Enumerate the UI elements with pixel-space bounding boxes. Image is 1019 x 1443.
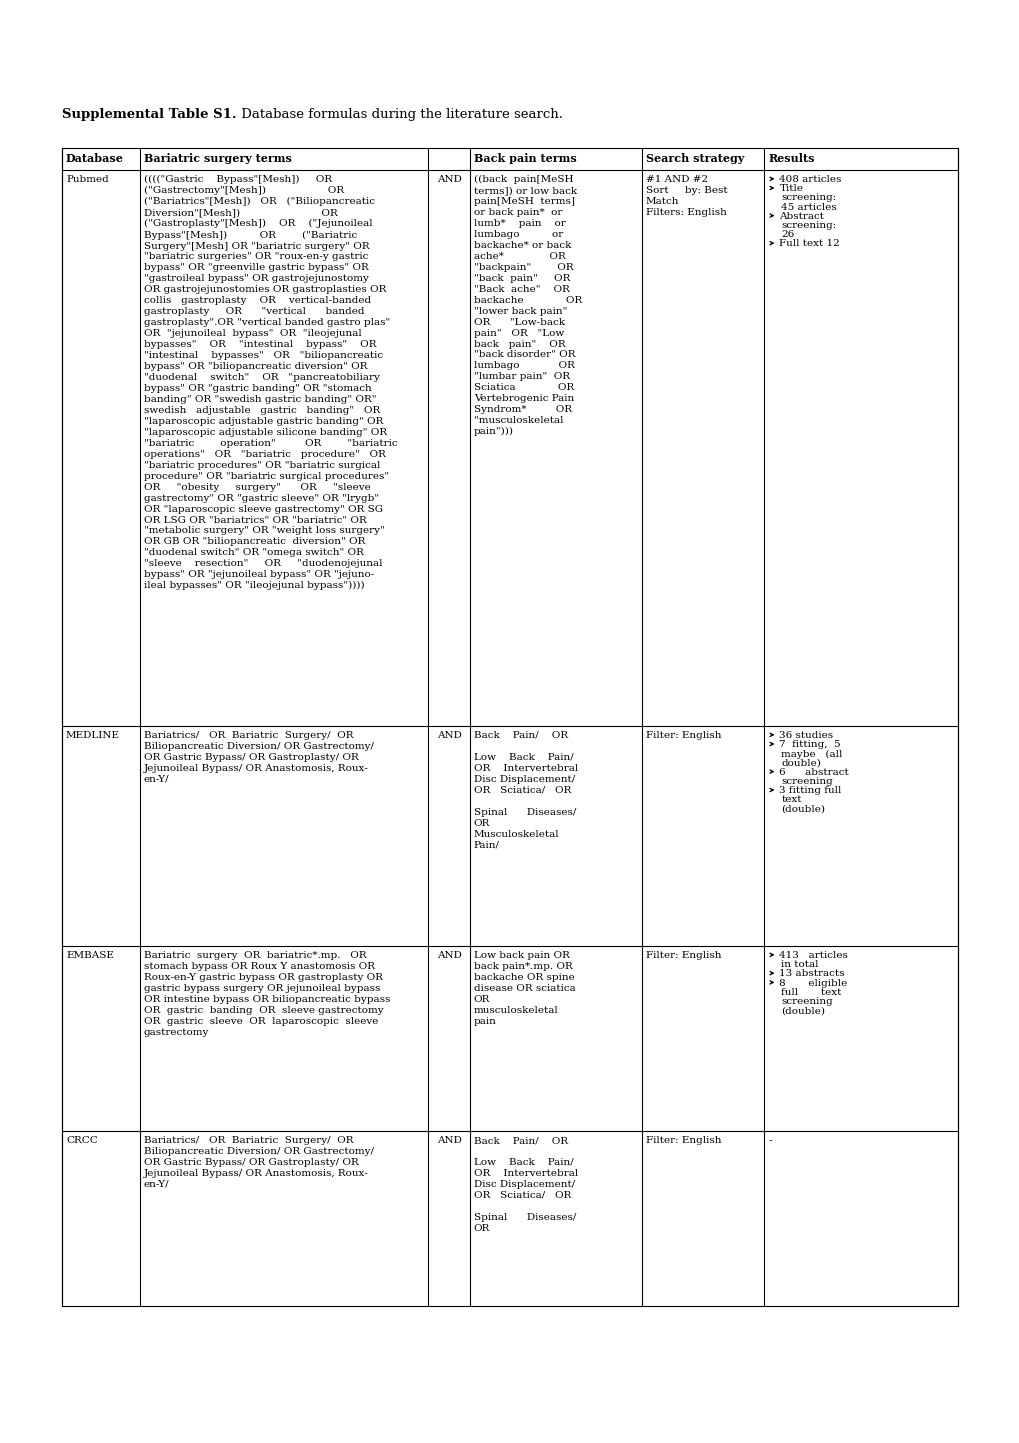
Text: Filter: English: Filter: English xyxy=(645,951,720,960)
Text: Database formulas during the literature search.: Database formulas during the literature … xyxy=(236,108,562,121)
Text: Pubmed: Pubmed xyxy=(66,175,109,185)
Text: Bariatric surgery terms: Bariatric surgery terms xyxy=(144,153,291,165)
Text: screening: screening xyxy=(781,997,833,1006)
Text: 413   articles: 413 articles xyxy=(779,951,848,960)
Text: 3 fitting full: 3 fitting full xyxy=(779,786,841,795)
Bar xyxy=(62,149,957,1306)
Text: Database: Database xyxy=(66,153,123,165)
Text: 408 articles: 408 articles xyxy=(779,175,841,185)
Text: 26: 26 xyxy=(781,231,794,240)
Text: screening:: screening: xyxy=(781,193,836,202)
Text: Bariatrics/   OR  Bariatric  Surgery/  OR
Biliopancreatic Diversion/ OR Gastrect: Bariatrics/ OR Bariatric Surgery/ OR Bil… xyxy=(144,1136,374,1189)
Text: (double): (double) xyxy=(781,805,824,814)
Text: 8       eligible: 8 eligible xyxy=(779,978,847,987)
Text: full       text: full text xyxy=(781,988,841,997)
Text: #1 AND #2
Sort     by: Best
Match
Filters: English: #1 AND #2 Sort by: Best Match Filters: E… xyxy=(645,175,727,216)
Text: text: text xyxy=(781,795,801,804)
Text: 36 studies: 36 studies xyxy=(779,732,833,740)
Text: Back    Pain/    OR

Low    Back    Pain/
OR    Intervertebral
Disc Displacement: Back Pain/ OR Low Back Pain/ OR Interver… xyxy=(473,1136,578,1232)
Text: EMBASE: EMBASE xyxy=(66,951,114,960)
Text: (((("Gastric    Bypass"[Mesh])     OR
("Gastrectomy"[Mesh])                   OR: (((("Gastric Bypass"[Mesh]) OR ("Gastrec… xyxy=(144,175,397,590)
Text: Title: Title xyxy=(779,185,803,193)
Text: Results: Results xyxy=(767,153,814,165)
Text: maybe   (all: maybe (all xyxy=(781,749,842,759)
Text: ((back  pain[MeSH
terms]) or low back
pain[MeSH  terms]
or back pain*  or
lumb* : ((back pain[MeSH terms]) or low back pai… xyxy=(473,175,582,436)
Text: Back    Pain/    OR

Low    Back    Pain/
OR    Intervertebral
Disc Displacement: Back Pain/ OR Low Back Pain/ OR Interver… xyxy=(473,732,578,850)
Text: Abstract: Abstract xyxy=(779,212,823,221)
Text: Full text 12: Full text 12 xyxy=(779,240,840,248)
Text: Filter: English: Filter: English xyxy=(645,1136,720,1144)
Text: 6      abstract: 6 abstract xyxy=(779,768,849,776)
Text: AND: AND xyxy=(436,1136,461,1144)
Text: 7  fitting,  5: 7 fitting, 5 xyxy=(779,740,841,749)
Text: AND: AND xyxy=(436,732,461,740)
Text: CRCC: CRCC xyxy=(66,1136,98,1144)
Text: screening: screening xyxy=(781,776,833,786)
Text: Supplemental Table S1.: Supplemental Table S1. xyxy=(62,108,236,121)
Text: double): double) xyxy=(781,759,820,768)
Text: MEDLINE: MEDLINE xyxy=(66,732,120,740)
Text: Low back pain OR
back pain*.mp. OR
backache OR spine
disease OR sciatica
OR
musc: Low back pain OR back pain*.mp. OR backa… xyxy=(473,951,575,1026)
Text: screening:: screening: xyxy=(781,221,836,229)
Text: AND: AND xyxy=(436,951,461,960)
Text: (double): (double) xyxy=(781,1006,824,1016)
Text: Bariatrics/   OR  Bariatric  Surgery/  OR
Biliopancreatic Diversion/ OR Gastrect: Bariatrics/ OR Bariatric Surgery/ OR Bil… xyxy=(144,732,374,784)
Text: AND: AND xyxy=(436,175,461,185)
Text: Filter: English: Filter: English xyxy=(645,732,720,740)
Text: Search strategy: Search strategy xyxy=(645,153,743,165)
Text: -: - xyxy=(767,1136,771,1144)
Text: Bariatric  surgery  OR  bariatric*.mp.   OR
stomach bypass OR Roux Y anastomosis: Bariatric surgery OR bariatric*.mp. OR s… xyxy=(144,951,390,1036)
Text: 45 articles: 45 articles xyxy=(781,202,837,212)
Text: 13 abstracts: 13 abstracts xyxy=(779,970,844,978)
Text: in total: in total xyxy=(781,960,818,970)
Text: Back pain terms: Back pain terms xyxy=(473,153,576,165)
